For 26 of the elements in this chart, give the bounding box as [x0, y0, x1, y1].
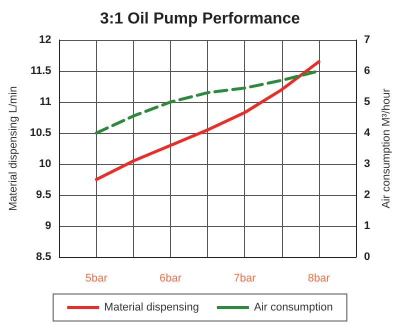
legend-label: Material dispensing [104, 302, 199, 314]
y2-tick-label: 0 [364, 251, 370, 263]
y-tick-label: 10.5 [30, 127, 52, 139]
y-tick-label: 12 [39, 34, 52, 46]
y-axis-title: Material dispensing L/min [8, 86, 20, 211]
line-series [94, 60, 320, 181]
y2-tick-label: 1 [364, 220, 370, 232]
y2-tick-label: 7 [364, 34, 370, 46]
y2-axis-title: Air consumption M³/hour [380, 88, 392, 208]
x-tick-label: 8bar [308, 272, 330, 284]
y-tick-label: 11 [40, 96, 52, 108]
x-tick-label: 6bar [160, 272, 182, 284]
y-tick-label: 9.5 [36, 189, 52, 201]
y2-tick-label: 5 [364, 96, 370, 108]
x-tick-label: 7bar [234, 272, 256, 284]
legend-label: Air consumption [254, 302, 333, 314]
y2-tick-label: 4 [364, 127, 371, 139]
y2-tick-label: 2 [364, 189, 370, 201]
y-tick-label: 9 [45, 220, 52, 232]
chart-title: 3:1 Oil Pump Performance [100, 10, 300, 28]
x-tick-label: 5bar [85, 272, 108, 284]
y-tick-label: 11.5 [30, 65, 52, 77]
y2-tick-label: 3 [364, 158, 370, 170]
y-tick-label: 8.5 [36, 251, 52, 263]
y-tick-label: 10 [39, 158, 52, 170]
y2-tick-label: 6 [364, 65, 370, 77]
